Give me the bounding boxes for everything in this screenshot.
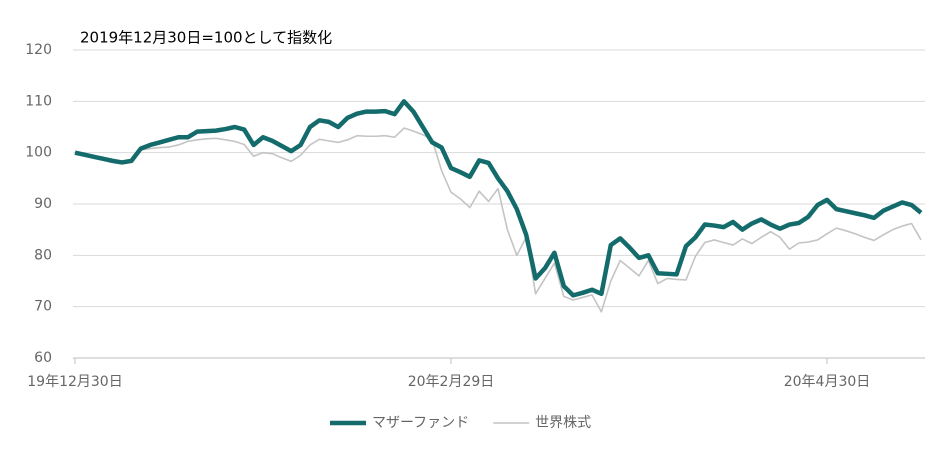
x-tick-label: 20年2月29日: [408, 374, 495, 390]
y-tick-label: 80: [34, 247, 52, 263]
y-tick-label: 120: [25, 42, 52, 58]
y-tick-label: 110: [25, 93, 52, 109]
y-tick-label: 70: [34, 299, 52, 315]
legend-label: マザーファンド: [372, 415, 469, 431]
series-line: [74, 99, 923, 298]
legend-label: 世界株式: [535, 415, 591, 431]
y-tick-label: 90: [34, 196, 52, 212]
x-tick-label: 20年4月30日: [784, 374, 871, 390]
series-line: [74, 127, 922, 313]
y-tick-label: 60: [34, 350, 52, 366]
y-tick-label: 100: [25, 145, 52, 161]
x-tick-label: 19年12月30日: [27, 374, 122, 390]
annotation: 2019年12月30日=100として指数化: [80, 29, 332, 47]
